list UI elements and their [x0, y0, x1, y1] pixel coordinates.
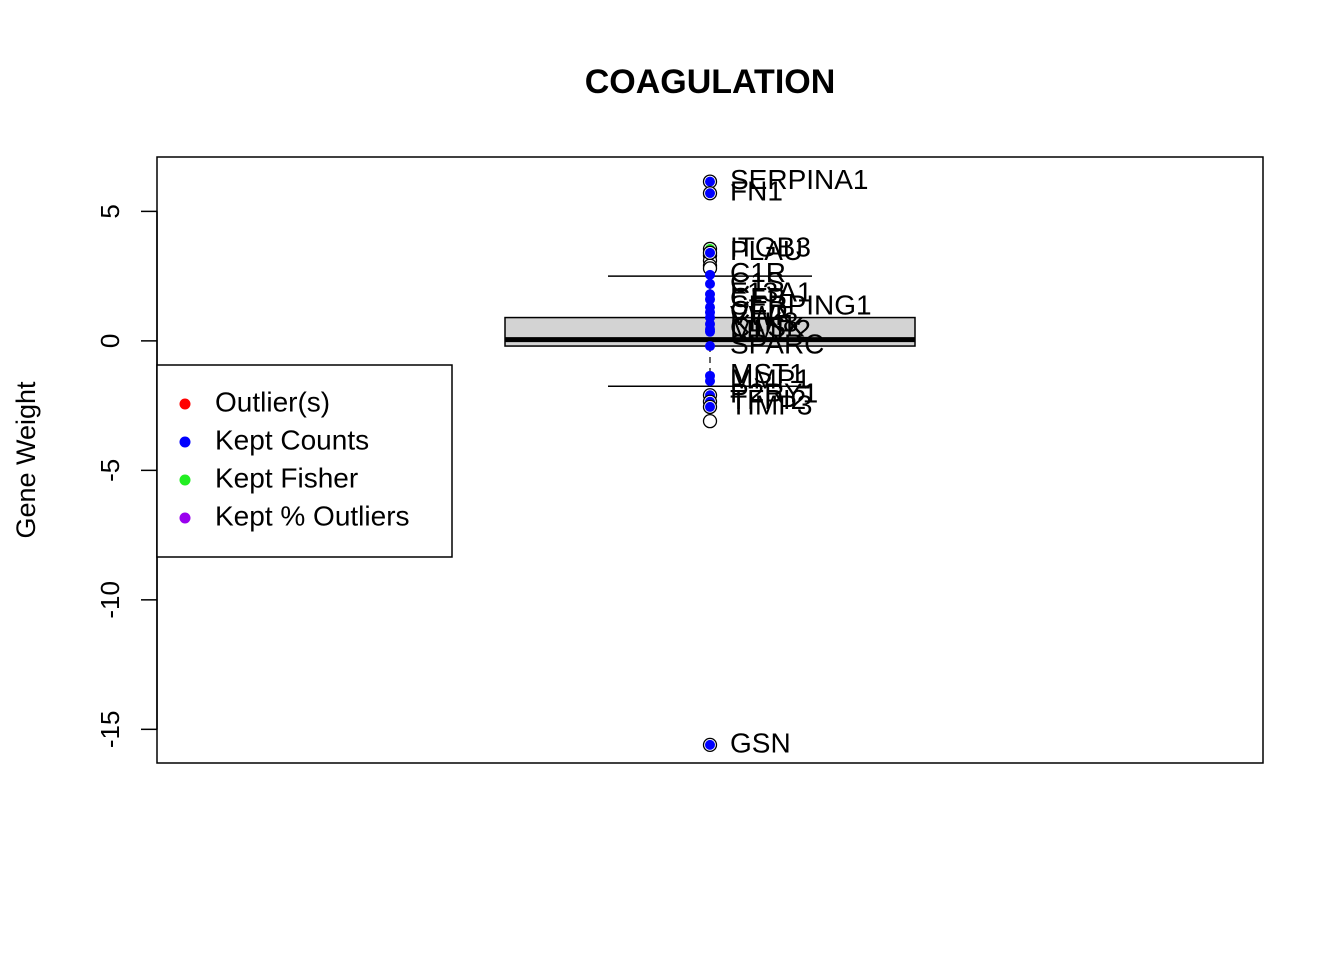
legend: Outlier(s) Kept Counts Kept Fisher Kept % O… [156, 364, 453, 558]
gene-label: SERPING1 [730, 290, 872, 321]
gene-point [705, 269, 715, 280]
legend-label: Outlier(s) [215, 386, 330, 417]
gene-point [705, 326, 715, 337]
gene-label: PLAU [730, 235, 803, 266]
y-tick-label: 0 [95, 334, 125, 348]
legend-swatch [179, 512, 191, 524]
gene-label: C1S [730, 266, 784, 297]
gene-label: MST1 [730, 358, 805, 389]
y-tick-label: 5 [95, 204, 125, 218]
chart-title: COAGULATION [585, 63, 836, 101]
gene-point [705, 176, 715, 187]
gene-point [705, 739, 715, 750]
gene-point [705, 294, 715, 305]
gene-points [702, 174, 718, 753]
gene-label: TFPI2 [730, 384, 806, 415]
gene-label: CFB [730, 282, 786, 313]
gene-label: ITGB3 [730, 231, 811, 262]
gene-label: KLK8 [730, 306, 799, 337]
legend-box [156, 364, 453, 558]
gene-label: C1R [730, 257, 786, 288]
outlier-point [702, 414, 718, 429]
legend-label: Kept % Outliers [215, 500, 410, 531]
legend-label: Kept Counts [215, 424, 369, 455]
gene-label: SERPINA1 [730, 164, 869, 195]
y-tick-label: -15 [95, 711, 125, 749]
y-tick-label: -5 [95, 459, 125, 482]
gene-point [705, 278, 715, 289]
gene-point [705, 247, 715, 258]
gene-label: SPARC [730, 328, 824, 359]
gene-label: CFD [730, 295, 788, 326]
gene-label: CTSK [730, 312, 805, 343]
gene-point [705, 341, 715, 352]
gene-label: F13A1 [730, 277, 813, 308]
gene-point [705, 376, 715, 387]
gene-label: TIMP3 [730, 389, 812, 420]
gene-label: MMP2 [730, 314, 811, 345]
legend-swatch [179, 398, 191, 410]
legend-label: Kept Fisher [215, 462, 358, 493]
legend-swatch [179, 436, 191, 448]
legend-swatch [179, 474, 191, 486]
gene-label: P2RY1 [730, 378, 818, 409]
y-axis: 5 0 -5 -10 -15 [95, 204, 158, 749]
gene-point [705, 188, 715, 199]
gene-label: GSN [730, 727, 791, 758]
y-tick-label: -10 [95, 581, 125, 619]
gene-label: FN1 [730, 176, 783, 207]
y-axis-label: Gene Weight [11, 381, 41, 539]
gene-label: MMP1 [730, 363, 811, 394]
gene-point [705, 401, 715, 412]
gene-label: VWF [730, 300, 792, 331]
